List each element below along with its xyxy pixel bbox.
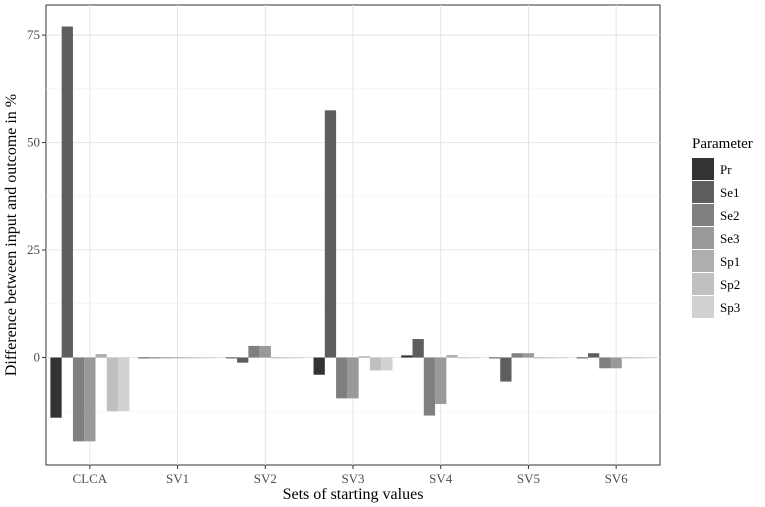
y-axis: 0 25 50 75 — [27, 27, 46, 365]
bar-se3-sv5 — [522, 353, 535, 358]
bar-se2-clca — [72, 357, 85, 442]
legend-key-sp1 — [692, 250, 714, 272]
legend-label-se1: Se1 — [720, 185, 740, 200]
bar-sp2-sv3 — [369, 357, 382, 371]
bar-se3-sv3 — [347, 357, 359, 399]
bar-se1-sv2 — [237, 357, 249, 363]
bar-se3-sv6 — [610, 357, 622, 369]
bar-sp3-sv6 — [644, 357, 656, 359]
legend-key-se3 — [692, 227, 714, 249]
legend-label-se3: Se3 — [720, 231, 740, 246]
x-tick-label: SV1 — [166, 471, 189, 486]
y-tick-label: 50 — [27, 135, 40, 150]
bar-sp1-sv1 — [183, 357, 195, 359]
legend-key-se1 — [692, 181, 714, 203]
bar-se1-sv1 — [149, 357, 161, 359]
bar-sp1-sv4 — [446, 354, 458, 358]
bar-se1-clca — [61, 26, 73, 358]
legend: Parameter Pr Se1 Se2 Se3 Sp1 Sp2 Sp3 — [692, 136, 753, 318]
bar-sp2-clca — [106, 357, 119, 412]
bar-sp1-sv2 — [270, 357, 283, 359]
bar-sp1-clca — [95, 354, 107, 358]
legend-label-sp3: Sp3 — [720, 300, 740, 315]
bar-sp3-sv4 — [468, 357, 481, 359]
bar-pr-sv6 — [576, 357, 588, 359]
bar-se1-sv6 — [587, 353, 600, 358]
x-tick-label: SV5 — [517, 471, 540, 486]
bar-se2-sv5 — [511, 353, 523, 358]
legend-key-se2 — [692, 204, 714, 226]
bar-sp1-sv3 — [358, 356, 370, 358]
bar-sp2-sv2 — [282, 357, 294, 359]
bar-se2-sv3 — [336, 357, 348, 399]
bar-se1-sv4 — [412, 339, 424, 358]
bar-se2-sv2 — [248, 345, 260, 358]
bar-se1-sv3 — [324, 110, 337, 358]
x-tick-label: CLCA — [73, 471, 108, 486]
bar-se2-sv6 — [599, 357, 611, 369]
bar-sp3-sv5 — [556, 357, 568, 359]
legend-label-sp1: Sp1 — [720, 254, 740, 269]
bar-pr-sv3 — [313, 357, 325, 375]
x-tick-label: SV2 — [254, 471, 277, 486]
bar-se1-sv5 — [500, 357, 512, 382]
legend-key-sp3 — [692, 296, 714, 318]
bar-se3-sv2 — [259, 345, 271, 358]
bar-pr-sv5 — [488, 357, 501, 359]
bar-sp3-sv3 — [381, 357, 393, 371]
legend-label-sp2: Sp2 — [720, 277, 740, 292]
x-tick-label: SV3 — [341, 471, 364, 486]
bar-pr-sv4 — [401, 355, 413, 358]
y-tick-label: 0 — [34, 350, 41, 365]
bar-pr-clca — [50, 357, 62, 418]
legend-label-pr: Pr — [720, 162, 732, 177]
bar-sp1-sv5 — [534, 357, 546, 359]
bar-pr-sv2 — [225, 357, 238, 359]
bar-sp2-sv6 — [633, 357, 645, 359]
y-tick-label: 75 — [27, 27, 40, 42]
bar-sp2-sv4 — [457, 357, 469, 359]
bar-se2-sv1 — [160, 357, 172, 359]
legend-key-pr — [692, 158, 714, 180]
bar-sp3-clca — [118, 357, 130, 412]
x-axis: CLCA SV1 SV2 SV3 SV4 SV5 SV6 — [73, 465, 629, 486]
bars — [50, 26, 656, 442]
y-tick-label: 25 — [27, 242, 40, 257]
bar-se3-clca — [84, 357, 96, 442]
y-axis-title: Difference between input and outcome in … — [3, 94, 20, 376]
bar-se2-sv4 — [423, 357, 436, 416]
x-tick-label: SV6 — [605, 471, 629, 486]
bar-sp3-sv2 — [293, 357, 305, 359]
legend-label-se2: Se2 — [720, 208, 740, 223]
x-tick-label: SV4 — [429, 471, 453, 486]
bar-sp2-sv5 — [545, 357, 557, 359]
bar-pr-sv1 — [138, 357, 150, 359]
legend-key-sp2 — [692, 273, 714, 295]
legend-title: Parameter — [692, 136, 753, 152]
x-axis-title: Sets of starting values — [283, 486, 424, 503]
bar-se3-sv1 — [171, 357, 184, 359]
bar-sp1-sv6 — [621, 357, 634, 359]
bar-sp2-sv1 — [194, 357, 206, 359]
bar-sp3-sv1 — [205, 357, 218, 359]
bar-se3-sv4 — [435, 357, 447, 404]
